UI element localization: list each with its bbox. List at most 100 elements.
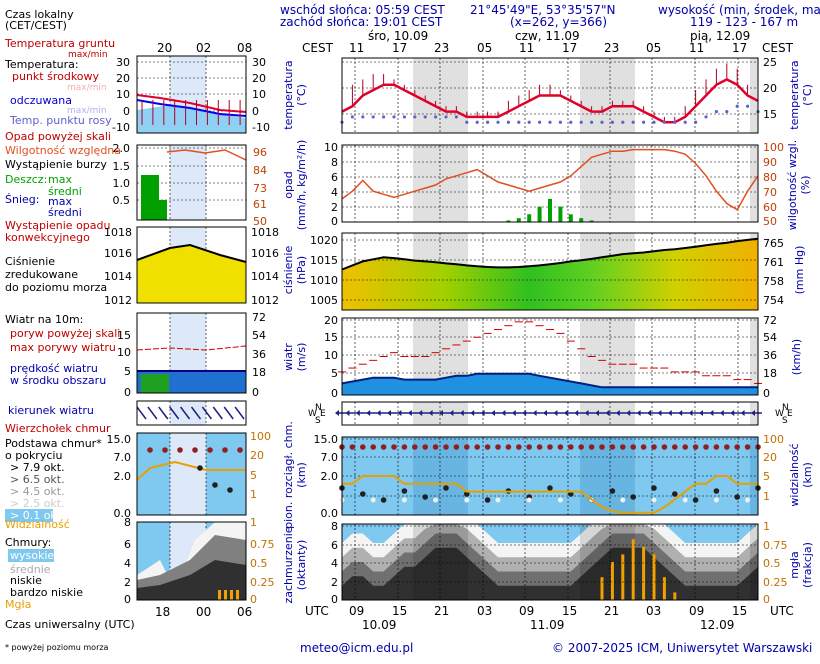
precip-panel [341, 144, 759, 223]
legend-pressure-area [137, 245, 246, 303]
right-tick: 1 [763, 490, 770, 503]
cloud-base-dot [422, 494, 429, 500]
legend-fog-tick: 0.75 [250, 538, 275, 551]
fog-bar [600, 577, 604, 600]
right-tick: 60 [763, 201, 777, 214]
right-tick: 5 [763, 470, 770, 483]
footer-copyright: © 2007-2025 ICM, Uniwersytet Warszawski [552, 641, 812, 655]
wind-arrow-head [355, 410, 360, 416]
legend-top-dot [237, 447, 243, 453]
left-tick: 5 [331, 367, 338, 380]
legend-wind-arrow [147, 406, 158, 420]
right-tick: 90 [763, 156, 777, 169]
bottom-hour-label: 09 [689, 604, 704, 618]
wind-arrow-head [459, 410, 464, 416]
dew-point-dot [402, 115, 406, 119]
precip-bar [568, 214, 573, 222]
cloud-top-dot [588, 444, 595, 450]
right-tick: 0.75 [763, 539, 788, 552]
night-band [580, 145, 635, 222]
legend-wind-kmh: 36 [252, 348, 266, 361]
legend-temp-tick: 10 [116, 88, 130, 101]
legend-wind-tick: 0 [124, 386, 131, 399]
night-band [750, 58, 758, 133]
cloud-top-dot [360, 444, 366, 450]
top-day-label: czw, 11.09 [515, 29, 580, 43]
cloud-base-dot [692, 497, 699, 503]
legend-wind [136, 312, 247, 394]
wind-arrow-head [647, 410, 651, 416]
cloud-base-dot-light [370, 497, 376, 503]
wind-arrow-head [532, 410, 537, 416]
panel-frame [341, 57, 759, 134]
right-tick: 0 [763, 387, 770, 400]
wind-arrow-head [605, 410, 610, 416]
legend-gust-above: poryw powyżej skali [10, 327, 120, 340]
wind-arrow-head [688, 410, 693, 416]
fog-bar [621, 554, 625, 600]
top-hour-label: 17 [732, 41, 747, 55]
cloud-top-dot [630, 444, 636, 450]
precip-bar [548, 198, 552, 222]
legend-temp-line [136, 94, 247, 113]
legend-cloud-tick: 7.0 [114, 451, 132, 464]
cloud-base-panel [339, 436, 761, 516]
legend-cloud-base: o pokryciu [5, 449, 62, 462]
cloud-base-dot-light [620, 497, 626, 503]
dew-point-dot [548, 120, 552, 124]
right-tick: 15 [763, 108, 777, 121]
right-tick: 20 [763, 82, 777, 95]
dew-point-dot [590, 120, 594, 124]
panel-frame [341, 232, 759, 311]
axis-label: (km) [295, 462, 308, 488]
legend-local-hour: 20 [157, 41, 172, 55]
legend-fog-tick: 0 [250, 593, 257, 606]
legend-cc-tick: 8 [124, 516, 131, 529]
left-tick: 7.0 [321, 451, 339, 464]
night-band [580, 58, 635, 133]
legend-max-gust: max porywy wiatru [10, 341, 116, 354]
wind-arrow-head [376, 410, 381, 416]
legend-feels: odczuwana [10, 94, 72, 107]
dew-point-dot [486, 120, 490, 124]
cloud-top-dot [651, 444, 657, 450]
legend-rain-max: max [48, 173, 72, 186]
legend-wind-arrow [169, 406, 180, 420]
legend-frame [136, 144, 247, 221]
legend-frame [136, 400, 247, 426]
precip-bar [516, 218, 521, 222]
cloud-top-dot [557, 444, 564, 450]
legend-fog-bar [218, 590, 221, 600]
bottom-hour-label: 09 [519, 604, 534, 618]
axis-label: ciśnienie [282, 246, 295, 295]
bottom-hour-label: 09 [349, 604, 364, 618]
cloud-top-dot [682, 444, 688, 450]
cloud-base-dot [672, 491, 678, 497]
top-hour-label: 23 [434, 41, 449, 55]
fog-bar [652, 554, 656, 600]
cloud-top-dot [734, 444, 740, 450]
pressure-area [342, 238, 758, 310]
right-tick: 754 [763, 294, 784, 307]
compass-w: W [308, 409, 317, 419]
left-tick: 6 [331, 171, 338, 184]
cloud-base-dot [380, 497, 387, 503]
wind-arrow-head [678, 410, 683, 416]
legend-fog-bar [224, 590, 227, 600]
legend-temp-tick-r: 0 [252, 105, 259, 118]
night-band [750, 145, 758, 222]
wind-arrow-head [636, 410, 641, 416]
left-tick: 15 [324, 331, 338, 344]
legend-wind-dir [136, 400, 247, 426]
footer-email[interactable]: meteo@icm.edu.pl [300, 641, 413, 655]
right-tick: 80 [763, 171, 777, 184]
wind-line [341, 372, 758, 389]
dew-point-dot [642, 120, 646, 124]
dew-point-dot [475, 120, 479, 124]
grid-point: (x=262, y=366) [510, 15, 607, 29]
wind-arrow-head [480, 410, 485, 416]
wind-arrow-head [719, 410, 724, 416]
coords: 21°45'49"E, 53°35'57"N [470, 3, 615, 17]
wind-arrow-head [397, 410, 402, 416]
